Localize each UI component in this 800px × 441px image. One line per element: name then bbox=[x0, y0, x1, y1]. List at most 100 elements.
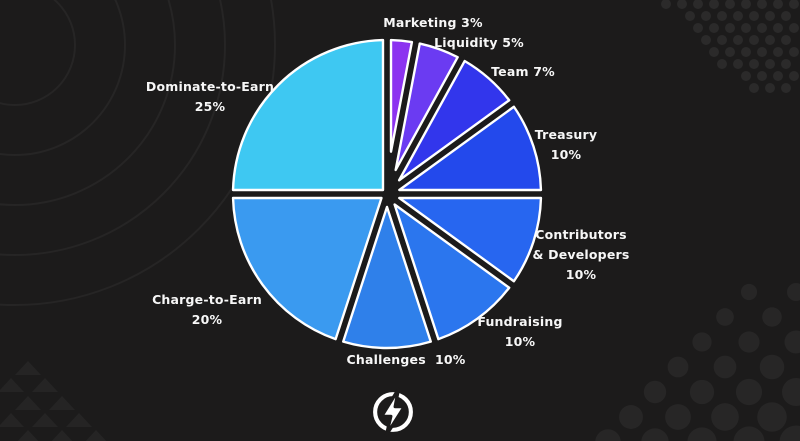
concentric-arcs-decoration bbox=[0, 0, 276, 306]
decor-shape bbox=[701, 11, 711, 21]
triangle-pattern-bottom-left bbox=[0, 361, 107, 441]
decor-triangle bbox=[32, 378, 58, 392]
decor-shape bbox=[716, 308, 734, 326]
lightning-bolt-logo-svg bbox=[373, 387, 413, 437]
decor-shape bbox=[0, 0, 226, 256]
decor-shape bbox=[685, 11, 695, 21]
decor-shape bbox=[717, 59, 727, 69]
decor-triangle bbox=[51, 430, 73, 441]
decor-shape bbox=[762, 307, 782, 327]
decor-shape bbox=[709, 23, 719, 33]
decor-shape bbox=[781, 59, 791, 69]
decor-shape bbox=[0, 0, 76, 106]
decor-shape bbox=[773, 47, 783, 57]
decor-shape bbox=[740, 283, 758, 301]
decor-shape bbox=[789, 71, 799, 81]
decor-shape bbox=[641, 428, 669, 441]
decor-triangle bbox=[85, 430, 107, 441]
decor-shape bbox=[595, 429, 621, 441]
logo-circle bbox=[373, 392, 413, 432]
pie-slice-challenges bbox=[342, 205, 432, 350]
decor-triangle bbox=[0, 413, 24, 427]
decor-shape bbox=[717, 11, 727, 21]
decor-shape bbox=[733, 11, 743, 21]
decor-shape bbox=[786, 282, 800, 302]
decor-shape bbox=[725, 47, 735, 57]
decor-shape bbox=[0, 0, 276, 306]
decor-shape bbox=[692, 332, 712, 352]
lightning-bolt-logo bbox=[367, 386, 419, 438]
decor-shape bbox=[725, 0, 735, 9]
lightning-bolt-icon bbox=[380, 387, 406, 437]
decor-shape bbox=[757, 402, 787, 432]
decor-shape bbox=[725, 23, 735, 33]
decor-shape bbox=[709, 47, 719, 57]
pie-slice-liquidity bbox=[394, 42, 459, 172]
decor-shape bbox=[717, 35, 727, 45]
decor-shape bbox=[735, 378, 763, 406]
decor-shape bbox=[757, 0, 767, 9]
decor-shape bbox=[781, 377, 800, 407]
decor-shape bbox=[757, 47, 767, 57]
decor-shape bbox=[693, 23, 703, 33]
decor-shape bbox=[773, 23, 783, 33]
decor-shape bbox=[665, 404, 691, 430]
decor-shape bbox=[789, 0, 799, 9]
decor-shape bbox=[765, 11, 775, 21]
decor-shape bbox=[757, 71, 767, 81]
decor-shape bbox=[0, 0, 126, 156]
decor-shape bbox=[741, 71, 751, 81]
decor-shape bbox=[709, 0, 719, 9]
decor-shape bbox=[749, 83, 759, 93]
decor-shape bbox=[619, 405, 643, 429]
decor-shape bbox=[773, 71, 783, 81]
decor-shape bbox=[0, 0, 176, 206]
halftone-dots-top-right bbox=[661, 0, 799, 93]
decor-triangle bbox=[17, 430, 39, 441]
pie-slice-dominate-to-earn bbox=[231, 38, 385, 192]
decor-shape bbox=[784, 330, 800, 354]
decor-shape bbox=[741, 0, 751, 9]
decor-triangle bbox=[66, 413, 92, 427]
pie-slice-fundraising bbox=[393, 203, 511, 341]
decor-shape bbox=[781, 35, 791, 45]
pie-slice-treasury bbox=[398, 105, 543, 192]
decor-shape bbox=[779, 425, 800, 441]
decor-shape bbox=[789, 47, 799, 57]
decor-shape bbox=[689, 379, 715, 405]
decor-shape bbox=[741, 23, 751, 33]
pie-slice-contributors-developers bbox=[398, 196, 543, 283]
decor-triangle bbox=[15, 396, 41, 410]
decor-triangle bbox=[32, 413, 58, 427]
decor-shape bbox=[757, 23, 767, 33]
decor-shape bbox=[773, 0, 783, 9]
decor-shape bbox=[749, 11, 759, 21]
decor-triangle bbox=[49, 396, 75, 410]
decor-shape bbox=[781, 83, 791, 93]
decor-shape bbox=[693, 0, 703, 9]
decor-shape bbox=[733, 426, 765, 441]
decor-shape bbox=[738, 331, 760, 353]
decor-shape bbox=[677, 0, 687, 9]
decor-shape bbox=[661, 0, 671, 9]
pie-slice-marketing bbox=[389, 38, 414, 153]
decor-shape bbox=[711, 403, 739, 431]
pie-slice-team bbox=[397, 59, 511, 182]
decor-shape bbox=[741, 47, 751, 57]
decor-shape bbox=[765, 83, 775, 93]
decor-shape bbox=[789, 23, 799, 33]
decor-shape bbox=[765, 59, 775, 69]
pie-slice-charge-to-earn bbox=[231, 196, 383, 341]
decor-shape bbox=[765, 35, 775, 45]
decor-shape bbox=[749, 59, 759, 69]
decor-shape bbox=[759, 354, 785, 380]
decor-shape bbox=[749, 35, 759, 45]
decor-triangle bbox=[15, 361, 41, 375]
decor-shape bbox=[781, 11, 791, 21]
decor-shape bbox=[701, 35, 711, 45]
halftone-dots-bottom-right bbox=[595, 282, 800, 441]
decor-shape bbox=[667, 356, 689, 378]
